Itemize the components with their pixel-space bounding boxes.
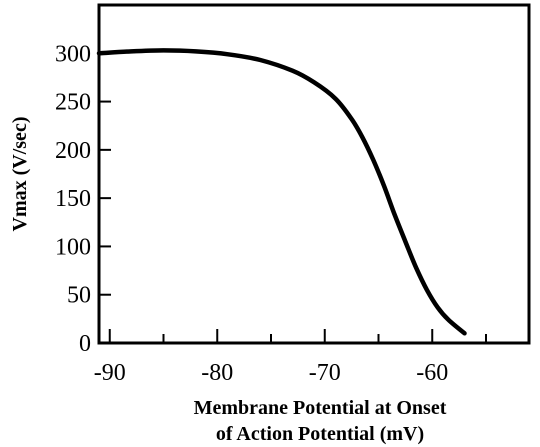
- y-tick-label: 50: [67, 283, 91, 309]
- y-tick-label: 150: [55, 186, 91, 212]
- x-tick-label: -90: [94, 360, 126, 386]
- y-tick-label: 100: [55, 234, 91, 260]
- series-line: [96, 48, 467, 336]
- y-tick-label: 300: [55, 41, 91, 67]
- plot-frame: [97, 3, 531, 345]
- x-ticks: -90 -80 -70 -60: [94, 329, 487, 386]
- y-axis-title: Vmax (V/sec): [9, 117, 31, 232]
- x-tick-label: -70: [309, 360, 341, 386]
- y-ticks: 0 50 100 150 200 250 300: [55, 41, 111, 357]
- y-tick-label: 0: [79, 331, 91, 357]
- x-axis-title-line-1: Membrane Potential at Onset: [194, 397, 447, 419]
- series-layer: [96, 48, 467, 336]
- x-tick-label: -80: [201, 360, 233, 386]
- y-tick-label: 200: [55, 138, 91, 164]
- y-tick-label: 250: [55, 90, 91, 116]
- x-axis-title-line-2: of Action Potential (mV): [216, 423, 424, 445]
- x-tick-label: -60: [416, 360, 448, 386]
